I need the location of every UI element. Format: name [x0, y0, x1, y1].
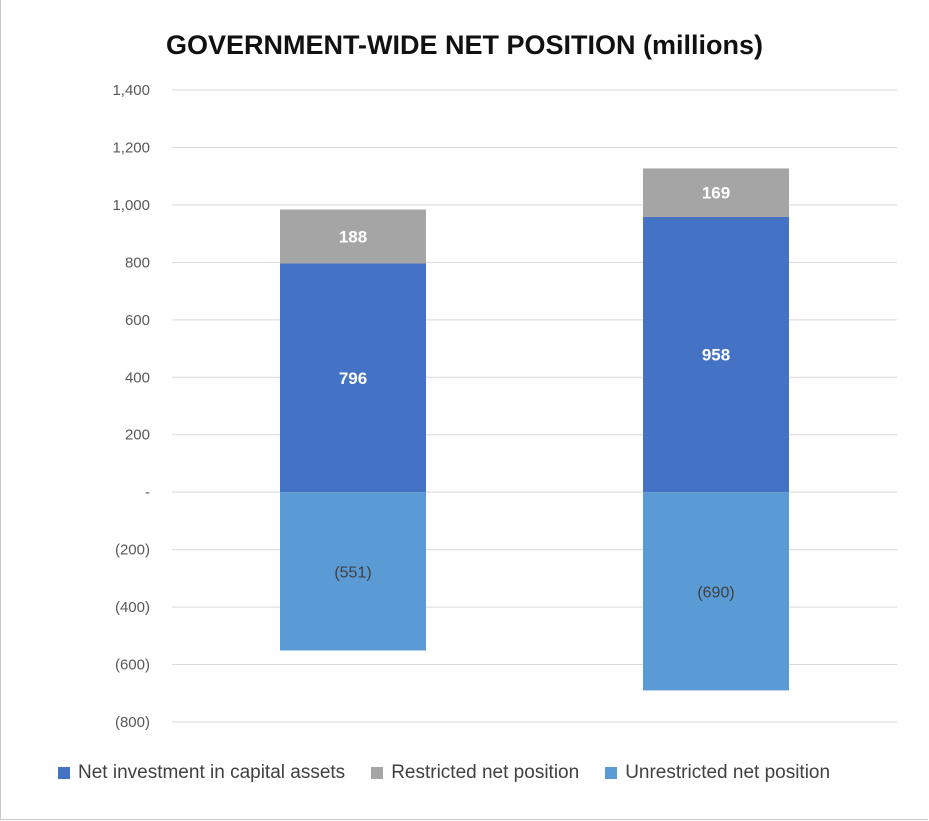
y-tick-label: -	[145, 484, 150, 501]
legend-swatch-capital-assets	[58, 767, 70, 779]
y-tick-label: 1,200	[112, 139, 150, 156]
legend-swatch-restricted	[371, 767, 384, 779]
data-label: 188	[339, 228, 367, 247]
data-label: 958	[702, 346, 730, 365]
legend-label-restricted: Restricted net position	[391, 762, 580, 783]
data-label: (690)	[697, 584, 734, 601]
y-tick-label: 200	[125, 427, 150, 444]
y-tick-label: (800)	[115, 714, 150, 731]
bar-segment	[643, 216, 789, 493]
legend-label-capital-assets: Net investment in capital assets	[78, 762, 346, 783]
bar-segment	[280, 492, 426, 651]
legend-label-unrestricted: Unrestricted net position	[625, 762, 831, 783]
y-tick-label: 1,000	[112, 197, 150, 214]
y-tick-label: 1,400	[112, 82, 150, 99]
y-tick-label: (200)	[115, 542, 150, 559]
chart-title: GOVERNMENT-WIDE NET POSITION (millions)	[165, 30, 764, 60]
legend-item-restricted: Restricted net position	[371, 762, 579, 784]
data-label: 169	[702, 184, 730, 203]
bar-segment	[280, 209, 426, 264]
data-label: 796	[339, 369, 367, 388]
chart-plot: 1,400 1,200 1,000 800 600 400 200 - (200) (400) (6…	[112, 82, 897, 731]
data-label: (551)	[334, 564, 371, 581]
y-tick-label: (600)	[115, 657, 150, 674]
y-tick-label: (400)	[115, 599, 150, 616]
legend-item-unrestricted: Unrestricted net position	[605, 762, 830, 784]
y-tick-label: 800	[125, 254, 150, 271]
bar-segment	[643, 168, 789, 217]
legend-item-capital-assets: Net investment in capital assets	[58, 762, 345, 784]
bar-segment	[643, 492, 789, 691]
y-tick-label: 600	[125, 312, 150, 329]
legend: Net investment in capital assets Restric…	[58, 762, 830, 784]
bar-segment	[280, 263, 426, 493]
y-tick-label: 400	[125, 369, 150, 386]
legend-swatch-unrestricted	[605, 767, 618, 779]
